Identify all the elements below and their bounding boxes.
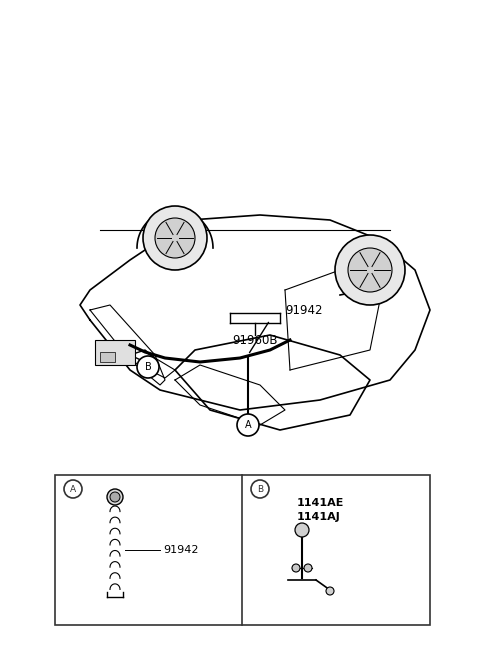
- Circle shape: [137, 356, 159, 378]
- Text: B: B: [144, 362, 151, 372]
- Circle shape: [335, 235, 405, 305]
- Text: 1141AJ: 1141AJ: [297, 512, 341, 522]
- Circle shape: [110, 492, 120, 502]
- Text: A: A: [70, 485, 76, 493]
- Circle shape: [304, 564, 312, 572]
- Circle shape: [64, 480, 82, 498]
- Text: 91942: 91942: [163, 545, 199, 555]
- Bar: [100, 352, 115, 362]
- Text: 91942: 91942: [285, 303, 323, 316]
- Circle shape: [107, 489, 123, 505]
- Text: A: A: [245, 420, 252, 430]
- Bar: [95, 340, 135, 365]
- Circle shape: [155, 218, 195, 258]
- Text: 91960B: 91960B: [232, 333, 278, 346]
- Text: 1141AE: 1141AE: [297, 498, 344, 508]
- Circle shape: [143, 206, 207, 270]
- Circle shape: [251, 480, 269, 498]
- Text: B: B: [257, 485, 263, 493]
- Circle shape: [348, 248, 392, 292]
- Circle shape: [292, 564, 300, 572]
- Bar: [55, 475, 430, 625]
- Circle shape: [326, 587, 334, 595]
- Circle shape: [237, 414, 259, 436]
- Circle shape: [295, 523, 309, 537]
